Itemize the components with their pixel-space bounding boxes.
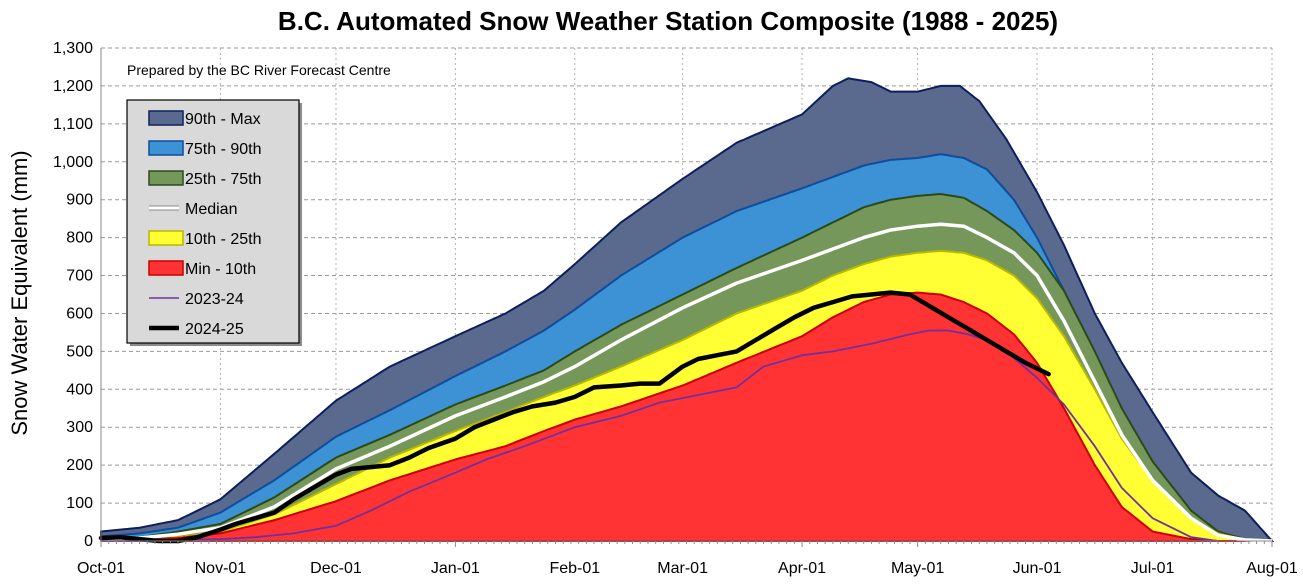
- legend-swatch: [148, 140, 184, 156]
- x-tick-label: Jul-01: [1131, 560, 1175, 577]
- x-tick-label: Nov-01: [195, 560, 247, 577]
- y-tick-label: 1,300: [53, 40, 93, 57]
- legend-label: 2024-25: [185, 321, 244, 338]
- legend-swatch: [148, 110, 184, 126]
- y-tick-label: 600: [66, 305, 93, 322]
- x-tick-label: Dec-01: [310, 560, 362, 577]
- y-tick-label: 400: [66, 381, 93, 398]
- legend-label: 25th - 75th: [185, 171, 262, 188]
- y-tick-label: 1,200: [53, 78, 93, 95]
- y-tick-label: 1,000: [53, 154, 93, 171]
- legend-label: 10th - 25th: [185, 231, 262, 248]
- legend-label: 2023-24: [185, 291, 244, 308]
- chart-title: B.C. Automated Snow Weather Station Comp…: [278, 6, 1058, 36]
- y-tick-label: 800: [66, 230, 93, 247]
- x-tick-label: Jan-01: [431, 560, 480, 577]
- axes: 0 100 200 300 400 500 600 700 800 900 1,000 1,100 1,…: [53, 40, 1298, 577]
- y-tick-label: 1,100: [53, 116, 93, 133]
- y-tick-label: 300: [66, 419, 93, 436]
- y-tick-label: 700: [66, 268, 93, 285]
- x-tick-label: Jun-01: [1013, 560, 1062, 577]
- legend-label: 90th - Max: [185, 111, 261, 128]
- y-tick-label: 0: [84, 533, 93, 550]
- x-tick-label: Apr-01: [778, 560, 826, 577]
- y-tick-label: 100: [66, 495, 93, 512]
- x-tick-label: Oct-01: [77, 560, 125, 577]
- series-2024-25: [98, 290, 1051, 544]
- x-tick-label: Aug-01: [1246, 560, 1298, 577]
- y-axis-label: Snow Water Equivalent (mm): [7, 150, 32, 435]
- series-median: [100, 222, 1273, 543]
- y-tick-label: 500: [66, 343, 93, 360]
- legend-label: 75th - 90th: [185, 141, 262, 158]
- x-tick-label: May-01: [891, 560, 944, 577]
- chart-annotation: Prepared by the BC River Forecast Centre: [127, 62, 391, 78]
- x-tick-label: Feb-01: [549, 560, 600, 577]
- y-tick-label: 900: [66, 192, 93, 209]
- legend-label: Min - 10th: [185, 261, 256, 278]
- x-tick-label: Mar-01: [657, 560, 708, 577]
- legend-swatch: [148, 260, 184, 276]
- legend: 90th - Max 75th - 90th 25th - 75th Median 10…: [126, 99, 302, 346]
- series-2023-24: [101, 329, 1219, 542]
- plot-area: [98, 77, 1275, 544]
- legend-swatch: [148, 230, 184, 246]
- y-tick-label: 200: [66, 457, 93, 474]
- legend-label: Median: [185, 201, 237, 218]
- legend-swatch: [148, 170, 184, 186]
